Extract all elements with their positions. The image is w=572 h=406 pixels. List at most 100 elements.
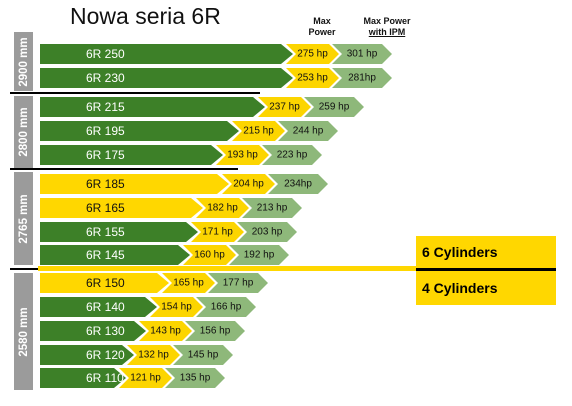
model-arrow: 6R 175 — [40, 145, 223, 165]
max-power-value: 160 hp — [194, 249, 225, 261]
max-power-ipm-value: 203 hp — [251, 226, 283, 238]
model-name: 6R 155 — [86, 225, 125, 239]
max-power-value: 215 hp — [243, 125, 274, 137]
max-power-ipm-chevron: 301 hp — [332, 44, 392, 64]
max-power-value: 253 hp — [297, 72, 328, 84]
max-power-ipm-chevron: 259 hp — [304, 97, 364, 117]
max-power-chevron: 237 hp — [258, 97, 311, 117]
model-arrow: 6R 150 — [40, 273, 169, 293]
model-name: 6R 185 — [86, 177, 125, 191]
model-name: 6R 165 — [86, 201, 125, 215]
max-power-chevron: 132 hp — [127, 345, 180, 365]
max-power-ipm-value: 166 hp — [210, 301, 242, 313]
max-power-ipm-chevron: 234hp — [268, 174, 328, 194]
model-arrow: 6R 145 — [40, 245, 190, 265]
max-power-value: 132 hp — [138, 349, 169, 361]
max-power-value: 193 hp — [227, 149, 258, 161]
wheelbase-2580-label: 2580 mm — [14, 273, 33, 390]
max-power-ipm-value: 156 hp — [199, 325, 231, 337]
max-power-ipm-chevron: 156 hp — [185, 321, 245, 341]
max-power-value: 165 hp — [173, 277, 204, 289]
six-cylinders-box — [416, 236, 556, 268]
model-arrow: 6R 215 — [40, 97, 265, 117]
four-cylinders-label: 4 Cylinders — [422, 280, 498, 296]
six-cylinders-label: 6 Cylinders — [422, 244, 498, 260]
model-name: 6R 175 — [86, 148, 125, 162]
max-power-ipm-chevron: 166 hp — [196, 297, 256, 317]
max-power-chevron: 182 hp — [196, 198, 249, 218]
four-cylinders-box — [416, 271, 556, 305]
max-power-ipm-chevron: 177 hp — [208, 273, 268, 293]
model-name: 6R 215 — [86, 100, 125, 114]
max-power-ipm-value: 145 hp — [187, 349, 219, 361]
max-power-chevron: 160 hp — [183, 245, 236, 265]
model-name: 6R 250 — [86, 47, 125, 61]
model-arrow: 6R 140 — [40, 297, 157, 317]
max-power-chevron: 253 hp — [286, 68, 339, 88]
max-power-ipm-value: 135 hp — [179, 372, 211, 384]
model-name: 6R 130 — [86, 324, 125, 338]
wheelbase-2800-label: 2800 mm — [14, 96, 33, 168]
max-power-ipm-chevron: 203 hp — [237, 222, 297, 242]
group-separator — [10, 168, 238, 170]
model-arrow: 6R 250 — [40, 44, 293, 64]
model-arrow: 6R 185 — [40, 174, 229, 194]
wheelbase-2765-label: 2765 mm — [14, 172, 33, 265]
max-power-ipm-chevron: 135 hp — [165, 368, 225, 388]
model-arrow: 6R 130 — [40, 321, 146, 341]
model-arrow: 6R 120 — [40, 345, 134, 365]
max-power-ipm-value: 213 hp — [256, 202, 288, 214]
model-name: 6R 120 — [86, 348, 125, 362]
max-power-ipm-value: 223 hp — [276, 149, 308, 161]
max-power-header-line2: Power — [308, 27, 336, 37]
max-power-value: 182 hp — [207, 202, 238, 214]
model-arrow: 6R 155 — [40, 222, 198, 242]
max-power-ipm-chevron: 145 hp — [173, 345, 233, 365]
cylinder-band-line — [38, 266, 418, 271]
max-power-ipm-value: 177 hp — [222, 277, 254, 289]
max-power-ipm-value: 244 hp — [292, 125, 324, 137]
max-power-ipm-chevron: 192 hp — [229, 245, 289, 265]
max-power-ipm-header: Max Power with IPM — [352, 16, 422, 38]
ipm-header-line1: Max Power — [363, 16, 411, 26]
max-power-ipm-value: 192 hp — [243, 249, 275, 261]
max-power-value: 121 hp — [130, 372, 161, 384]
max-power-chevron: 204 hp — [222, 174, 275, 194]
max-power-value: 275 hp — [297, 48, 328, 60]
model-arrow: 6R 110 — [40, 368, 126, 388]
max-power-chevron: 165 hp — [162, 273, 215, 293]
model-name: 6R 110 — [86, 371, 124, 385]
max-power-ipm-chevron: 223 hp — [262, 145, 322, 165]
model-name: 6R 150 — [86, 276, 125, 290]
cylinder-divider — [416, 268, 556, 271]
max-power-chevron: 171 hp — [191, 222, 244, 242]
max-power-chevron: 215 hp — [232, 121, 285, 141]
model-arrow: 6R 230 — [40, 68, 293, 88]
max-power-ipm-value: 259 hp — [318, 101, 350, 113]
diagram-title: Nowa seria 6R — [70, 3, 221, 29]
max-power-header: Max Power — [297, 16, 347, 38]
max-power-chevron: 275 hp — [286, 44, 339, 64]
group-separator — [10, 92, 260, 94]
max-power-ipm-value: 301 hp — [346, 48, 378, 60]
ipm-header-line2: with IPM — [368, 27, 406, 37]
max-power-value: 143 hp — [150, 325, 181, 337]
max-power-ipm-value: 234hp — [284, 178, 312, 190]
max-power-value: 204 hp — [233, 178, 264, 190]
model-arrow: 6R 195 — [40, 121, 239, 141]
max-power-chevron: 143 hp — [139, 321, 192, 341]
model-arrow: 6R 165 — [40, 198, 203, 218]
model-name: 6R 230 — [86, 71, 125, 85]
max-power-value: 171 hp — [202, 226, 233, 238]
max-power-ipm-chevron: 244 hp — [278, 121, 338, 141]
max-power-ipm-chevron: 213 hp — [242, 198, 302, 218]
wheelbase-2900-label: 2900 mm — [14, 32, 33, 91]
model-name: 6R 145 — [86, 248, 125, 262]
model-name: 6R 195 — [86, 124, 125, 138]
max-power-value: 154 hp — [161, 301, 192, 313]
max-power-value: 237 hp — [269, 101, 300, 113]
max-power-chevron: 193 hp — [216, 145, 269, 165]
model-name: 6R 140 — [86, 300, 125, 314]
max-power-chevron: 154 hp — [150, 297, 203, 317]
max-power-ipm-chevron: 281hp — [332, 68, 392, 88]
